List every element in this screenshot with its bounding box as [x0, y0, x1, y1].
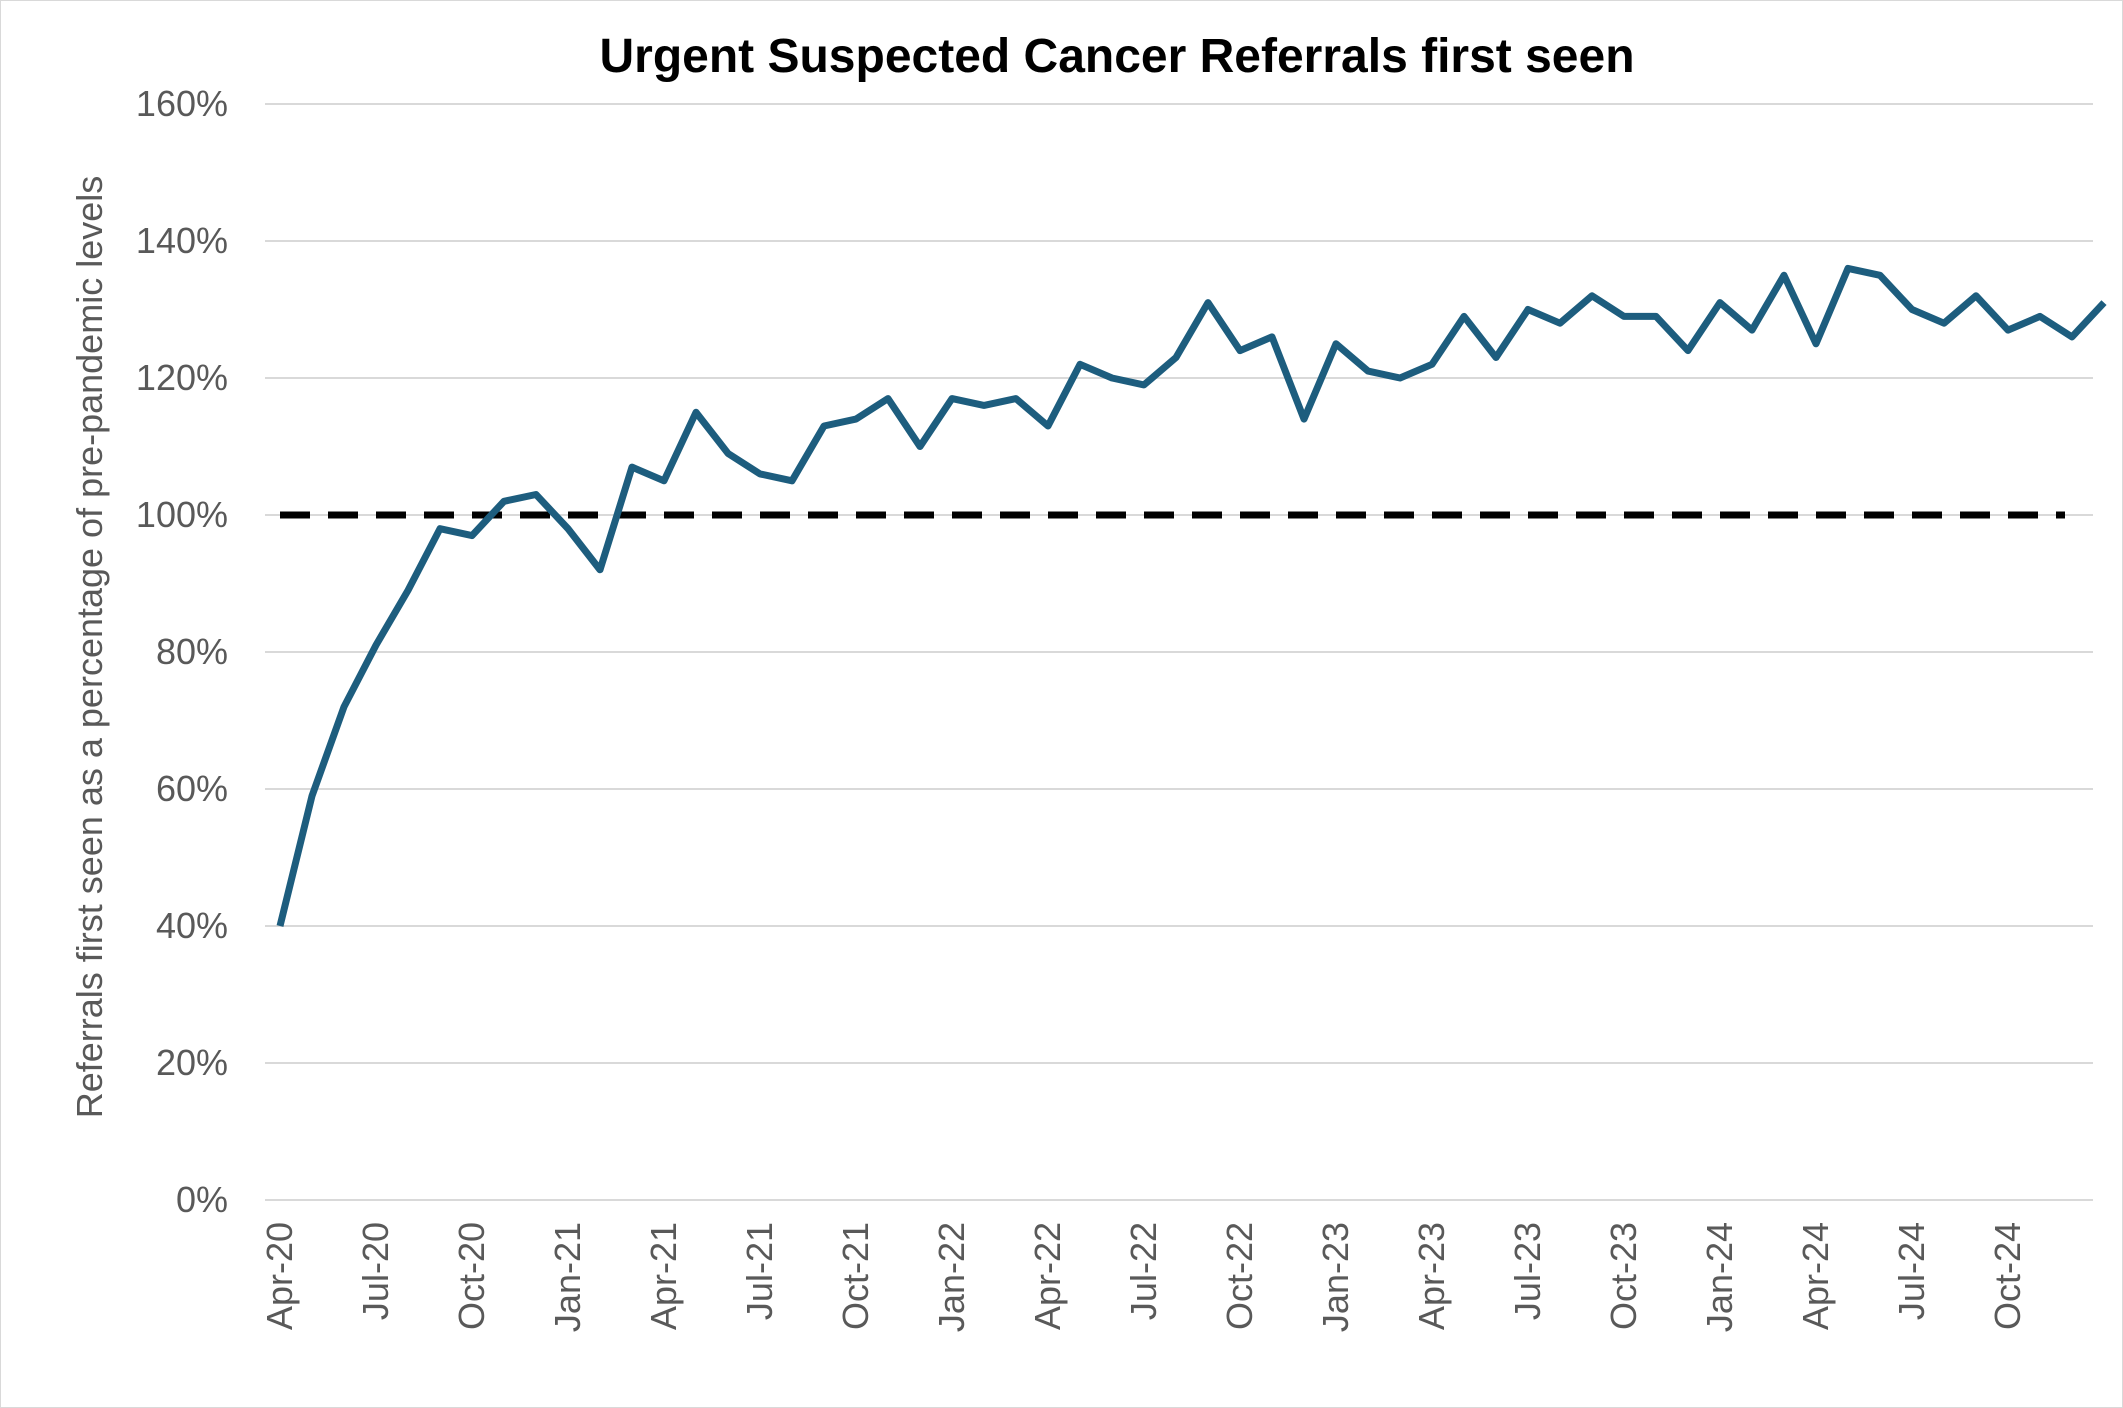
data-point: [789, 478, 795, 484]
data-point: [629, 464, 635, 470]
data-point: [469, 533, 475, 539]
x-tick-label: Oct-21: [835, 1222, 876, 1330]
data-point: [757, 471, 763, 477]
data-point: [981, 402, 987, 408]
data-point: [341, 704, 347, 710]
y-tick-label: 120%: [136, 357, 228, 398]
y-tick-label: 0%: [176, 1179, 228, 1220]
y-tick-label: 100%: [136, 494, 228, 535]
x-tick-label: Jan-22: [931, 1222, 972, 1332]
data-point: [1141, 382, 1147, 388]
x-tick-label: Jul-23: [1507, 1222, 1548, 1320]
data-point: [949, 396, 955, 402]
data-point: [1813, 341, 1819, 347]
x-tick-label: Oct-20: [451, 1222, 492, 1330]
y-tick-label: 160%: [136, 83, 228, 124]
data-point: [1173, 354, 1179, 360]
data-point: [661, 478, 667, 484]
data-point: [373, 642, 379, 648]
data-point: [565, 526, 571, 532]
x-tick-label: Apr-23: [1411, 1222, 1452, 1330]
data-point: [1973, 293, 1979, 299]
data-point: [1429, 361, 1435, 367]
data-point: [1493, 354, 1499, 360]
data-point: [309, 793, 315, 799]
x-tick-label: Jul-21: [739, 1222, 780, 1320]
x-tick-label: Jan-23: [1315, 1222, 1356, 1332]
data-point: [1269, 334, 1275, 340]
data-point: [1301, 416, 1307, 422]
y-tick-label: 20%: [156, 1042, 228, 1083]
x-tick-label: Apr-24: [1795, 1222, 1836, 1330]
x-tick-label: Jul-20: [355, 1222, 396, 1320]
x-tick-label: Apr-20: [259, 1222, 300, 1330]
gridlines: [265, 103, 2093, 1201]
data-point: [725, 450, 731, 456]
y-axis-tick-labels: 0% 20% 40% 60% 80% 100% 120% 140% 160%: [136, 83, 228, 1220]
y-tick-label: 40%: [156, 905, 228, 946]
y-tick-label: 60%: [156, 768, 228, 809]
data-point: [437, 526, 443, 532]
data-point: [693, 409, 699, 415]
data-point: [1941, 320, 1947, 326]
data-point: [405, 587, 411, 593]
data-point: [1525, 307, 1531, 313]
data-point: [533, 491, 539, 497]
data-point: [1653, 313, 1659, 319]
x-tick-label: Jul-22: [1123, 1222, 1164, 1320]
y-tick-label: 140%: [136, 220, 228, 261]
data-point: [2037, 313, 2043, 319]
data-point: [1045, 423, 1051, 429]
x-tick-label: Oct-24: [1987, 1222, 2028, 1330]
data-point: [1845, 265, 1851, 271]
data-point: [1685, 348, 1691, 354]
series-line: [276, 264, 2107, 927]
data-point: [1621, 313, 1627, 319]
data-point: [1333, 341, 1339, 347]
x-tick-label: Jul-24: [1891, 1222, 1932, 1320]
data-point: [1461, 313, 1467, 319]
data-point: [1781, 272, 1787, 278]
data-point: [597, 567, 603, 573]
data-point: [821, 423, 827, 429]
data-point: [917, 444, 923, 450]
data-point: [1749, 327, 1755, 333]
data-point: [1717, 300, 1723, 306]
data-point: [2069, 334, 2075, 340]
x-tick-label: Oct-22: [1219, 1222, 1260, 1330]
data-point: [1237, 348, 1243, 354]
x-tick-label: Apr-22: [1027, 1222, 1068, 1330]
data-point: [1557, 320, 1563, 326]
data-point: [1589, 293, 1595, 299]
data-point: [853, 416, 859, 422]
data-point: [1909, 307, 1915, 313]
data-point: [885, 396, 891, 402]
data-point: [1013, 396, 1019, 402]
x-axis-tick-labels: Apr-20 Jul-20 Oct-20 Jan-21 Apr-21 Jul-21 Oct-…: [259, 1222, 2028, 1332]
data-point: [1365, 368, 1371, 374]
data-point: [1205, 300, 1211, 306]
y-axis-title: Referrals first seen as a percentage of …: [69, 176, 110, 1118]
x-tick-label: Jan-24: [1699, 1222, 1740, 1332]
data-point: [1109, 375, 1115, 381]
x-tick-label: Apr-21: [643, 1222, 684, 1330]
data-point: [2101, 300, 2107, 306]
data-point: [2005, 327, 2011, 333]
data-point: [501, 498, 507, 504]
x-tick-label: Jan-21: [547, 1222, 588, 1332]
x-tick-label: Oct-23: [1603, 1222, 1644, 1330]
data-point: [1877, 272, 1883, 278]
y-tick-label: 80%: [156, 631, 228, 672]
series-layer: [276, 264, 2107, 929]
data-point: [1077, 361, 1083, 367]
chart-title: Urgent Suspected Cancer Referrals first …: [599, 30, 1634, 83]
data-point: [277, 923, 283, 929]
data-point: [1397, 375, 1403, 381]
